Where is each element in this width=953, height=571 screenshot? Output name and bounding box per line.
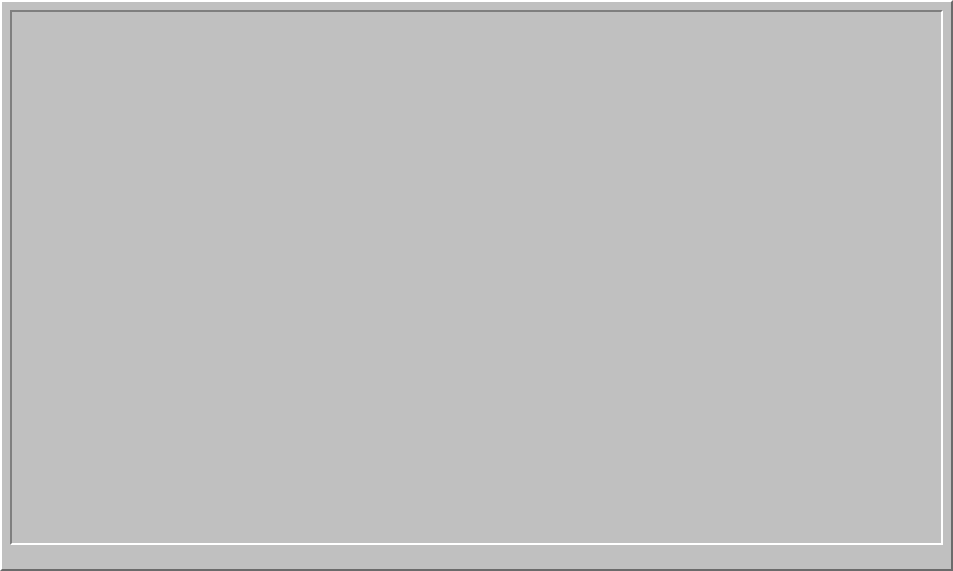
chart-container — [0, 0, 953, 571]
inner-bevel — [10, 10, 943, 545]
